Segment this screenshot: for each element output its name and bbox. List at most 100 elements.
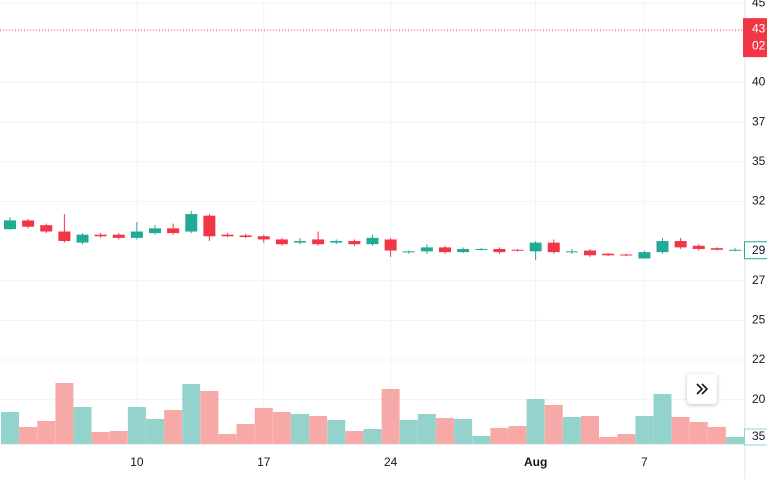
candle-body — [384, 239, 397, 251]
volume-bar — [436, 418, 454, 444]
volume-bar — [182, 384, 201, 444]
volume-bar — [689, 422, 708, 444]
volume-bar — [109, 431, 128, 444]
volume-bar — [19, 427, 38, 444]
volume-bar — [363, 429, 382, 444]
candle-body — [221, 234, 234, 237]
volume-bar — [472, 436, 491, 444]
candle-body — [239, 235, 252, 238]
volume-bar — [1, 412, 19, 444]
candle-body — [112, 234, 125, 238]
candle-body — [493, 248, 506, 253]
candle-body — [94, 234, 107, 237]
candle-body — [167, 228, 180, 234]
candle-body — [366, 237, 379, 245]
chevrons-icon — [696, 383, 709, 395]
y-tick-label: 35 — [752, 154, 766, 168]
volume-bar — [490, 428, 509, 444]
volume-bar — [218, 434, 237, 444]
candle-body — [674, 241, 687, 248]
y-tick-label: 25 — [752, 312, 766, 326]
volume-bar — [508, 426, 527, 444]
candle-body — [584, 250, 596, 256]
candle-body — [149, 228, 161, 234]
volume-bar — [399, 420, 418, 444]
volume-bar — [37, 421, 56, 444]
y-tick-label: 45 — [752, 0, 766, 9]
volume-bar — [544, 405, 563, 444]
candle-body — [511, 249, 524, 251]
y-tick-label: 20 — [752, 392, 766, 406]
candle-body — [294, 241, 306, 243]
y-tick-label: 37 — [752, 114, 766, 128]
volume-label: 35 — [752, 429, 766, 443]
x-tick-label: 10 — [130, 455, 144, 469]
candle-body — [729, 249, 741, 251]
x-tick-label: Aug — [524, 455, 547, 469]
candle-body — [312, 239, 325, 245]
volume-bar — [454, 419, 473, 444]
volume-bar — [417, 414, 436, 444]
candle-body — [22, 220, 35, 227]
y-tick-label: 40 — [752, 75, 766, 89]
candle-body — [330, 241, 343, 243]
candle-body — [565, 251, 578, 253]
volume-bar — [327, 420, 346, 444]
y-tick-label: 27 — [752, 273, 766, 287]
candle-body — [203, 215, 216, 237]
volume-bar — [146, 419, 164, 444]
volume-bar — [653, 394, 672, 444]
volume-bar — [671, 417, 690, 444]
y-tick-label: 32 — [752, 194, 766, 208]
volume-bar — [73, 407, 92, 444]
volume-bar — [55, 383, 74, 444]
volume-bar — [562, 417, 581, 444]
candle-body — [638, 252, 651, 259]
volume-bar — [91, 432, 110, 444]
candle-body — [58, 231, 71, 242]
candle-body — [710, 248, 723, 250]
volume-bar — [272, 412, 291, 444]
volume-bar — [707, 427, 726, 444]
x-tick-label: 24 — [384, 455, 398, 469]
candle-body — [76, 234, 89, 243]
price-label-box — [743, 18, 767, 58]
last-price-label: 29 — [752, 243, 766, 257]
candle-body — [620, 254, 633, 256]
volume-bar — [599, 437, 618, 444]
volume-bar — [381, 389, 400, 444]
last-price-box — [744, 241, 767, 260]
price-label: 43 — [752, 21, 766, 35]
candle-body — [4, 220, 16, 230]
volume-bar — [726, 437, 744, 444]
volume-bar — [309, 416, 328, 444]
volume-bar — [164, 410, 183, 444]
volume-bar — [127, 407, 146, 444]
candle-body — [185, 214, 198, 232]
x-tick-label: 7 — [641, 455, 648, 469]
volume-bar — [526, 399, 545, 444]
volume-bar — [236, 424, 255, 444]
volume-bar — [200, 391, 219, 444]
volume-bar — [345, 431, 364, 444]
volume-bar — [291, 414, 309, 444]
countdown-label: 02 — [752, 38, 766, 52]
candle-body — [547, 242, 560, 253]
candle-body — [475, 248, 488, 250]
volume-bar — [581, 416, 599, 444]
volume-bar — [254, 408, 273, 444]
candle-body — [275, 239, 288, 245]
candle-body — [457, 248, 470, 253]
scroll-to-realtime-button[interactable] — [687, 374, 717, 404]
candle-body — [420, 247, 433, 252]
candle-body — [439, 247, 451, 253]
candle-body — [130, 231, 143, 238]
candle-body — [40, 225, 53, 232]
candle-body — [529, 242, 542, 252]
candle-body — [656, 241, 669, 253]
volume-bar — [635, 416, 654, 444]
candle-body — [348, 241, 361, 245]
volume-bar — [617, 434, 636, 444]
